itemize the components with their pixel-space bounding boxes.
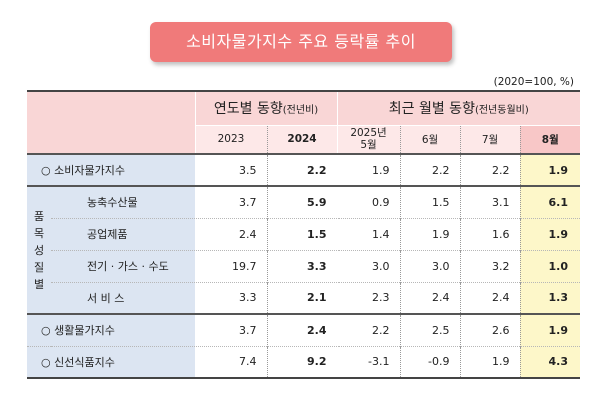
col-header-2025-may: 2025년 5월 [336,124,401,154]
table-row: 서 비 스 3.3 2.1 2.3 2.4 2.4 1.3 [27,281,581,314]
cell-value: 1.0 [519,249,581,282]
col-header-2024: 2024 [266,124,338,154]
cell-value: 1.9 [399,217,461,250]
cell-value: 2.2 [336,313,401,346]
cell-value: 1.9 [519,153,581,186]
cell-value: 0.9 [336,185,401,218]
row-label: 농축수산물 [51,185,195,218]
cell-value: 3.3 [194,281,267,314]
header-yearly-note: (전년비) [282,105,319,117]
cell-value: 3.7 [194,313,267,346]
cell-value: 1.9 [519,217,581,250]
cell-value: 1.5 [399,185,461,218]
table-row: ○ 신선식품지수 7.4 9.2 -3.1 -0.9 1.9 4.3 [27,345,581,378]
header-monthly-group: 최근 월별 동향(전년동월비) [336,91,581,125]
cell-value: 2.1 [266,281,338,314]
row-label: ○ 신선식품지수 [27,345,195,378]
header-monthly-label: 최근 월별 동향 [388,101,475,118]
cell-value: 3.0 [399,249,461,282]
cell-value: 3.5 [194,153,267,186]
header-yearly-label: 연도별 동향 [213,101,283,118]
cell-value: 6.1 [519,185,581,218]
cell-value: 2.2 [399,153,461,186]
cell-value: 1.9 [519,313,581,346]
category-char: 성 [33,243,45,257]
category-label: 품 목 성 질 별 [27,185,51,314]
table-row: 품 목 성 질 별 농축수산물 3.7 5.9 0.9 1.5 3.1 6.1 [27,185,581,314]
cell-value: -3.1 [336,345,401,378]
cell-value: -0.9 [399,345,461,378]
cell-value: 3.1 [459,185,521,218]
row-label: ○ 소비자물가지수 [27,153,195,186]
category-char: 목 [33,226,45,240]
cell-value: 1.9 [336,153,401,186]
cell-value: 1.6 [459,217,521,250]
col-header-2023: 2023 [194,124,267,154]
cell-value: 1.9 [459,345,521,378]
page-title: 소비자물가지수 주요 등락률 추이 [150,22,452,62]
cell-value: 2.2 [266,153,338,186]
category-char: 별 [33,277,45,291]
header-corner [27,91,195,154]
cell-value: 2.4 [459,281,521,314]
cell-value: 4.3 [519,345,581,378]
cell-value: 2.4 [266,313,338,346]
col-header-july: 7월 [459,124,521,154]
row-label: 전기 · 가스 · 수도 [51,249,195,282]
cpi-table: 연도별 동향(전년비) 최근 월별 동향(전년동월비) 2023 2024 20… [27,90,581,379]
cell-value: 3.3 [266,249,338,282]
cell-value: 2.3 [336,281,401,314]
cell-value: 2.4 [399,281,461,314]
cell-value: 2.5 [399,313,461,346]
table-row: 공업제품 2.4 1.5 1.4 1.9 1.6 1.9 [27,217,581,250]
cell-value: 2.6 [459,313,521,346]
cell-value: 19.7 [194,249,267,282]
header-row-groups: 연도별 동향(전년비) 최근 월별 동향(전년동월비) [27,91,581,154]
cell-value: 5.9 [266,185,338,218]
unit-note: (2020=100, %) [493,76,574,88]
col-header-august: 8월 [519,124,581,154]
cell-value: 3.0 [336,249,401,282]
cell-value: 3.2 [459,249,521,282]
header-row-columns: 2023 2024 2025년 5월 6월 7월 8월 [27,124,581,154]
category-char: 품 [33,209,45,223]
row-label: 공업제품 [51,217,195,250]
table-row: ○ 생활물가지수 3.7 2.4 2.2 2.5 2.6 1.9 [27,313,581,346]
header-yearly-group: 연도별 동향(전년비) [194,91,338,125]
header-monthly-note: (전년동월비) [474,105,529,117]
cell-value: 3.7 [194,185,267,218]
cell-value: 1.5 [266,217,338,250]
cell-value: 2.2 [459,153,521,186]
category-char: 질 [33,260,45,274]
cell-value: 9.2 [266,345,338,378]
table-row: 전기 · 가스 · 수도 19.7 3.3 3.0 3.0 3.2 1.0 [27,249,581,282]
cell-value: 1.4 [336,217,401,250]
col-header-2025-year: 2025년 [350,127,387,140]
row-label: 서 비 스 [51,281,195,314]
cell-value: 7.4 [194,345,267,378]
cell-value: 1.3 [519,281,581,314]
col-header-may: 5월 [360,139,377,152]
row-label: ○ 생활물가지수 [27,313,195,346]
cell-value: 2.4 [194,217,267,250]
table-row: ○ 소비자물가지수 3.5 2.2 1.9 2.2 2.2 1.9 [27,153,581,186]
col-header-june: 6월 [399,124,461,154]
